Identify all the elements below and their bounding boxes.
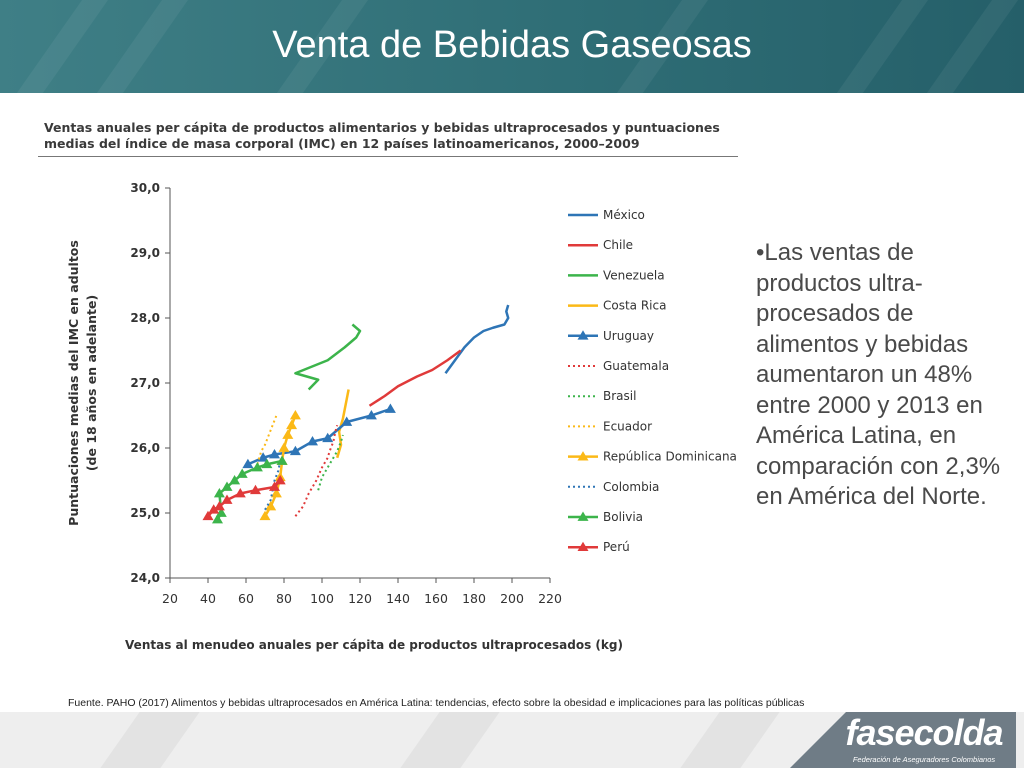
slide-header: Venta de Bebidas Gaseosas [0, 0, 1024, 93]
y-axis-label-line2: (de 18 años en adelante) [84, 295, 99, 471]
series-point-peru [274, 475, 286, 485]
y-tick-label: 29,0 [130, 246, 160, 260]
series-point-peru [213, 501, 225, 511]
series-point-peru [221, 494, 233, 504]
series-point-republica-dominicana [265, 501, 277, 511]
x-axis-label: Ventas al menudeo anuales per cápita de … [125, 638, 623, 652]
series-point-republica-dominicana [289, 410, 301, 420]
series-point-bolivia [215, 507, 227, 517]
series-line-venezuela [294, 323, 362, 391]
series-point-bolivia [236, 468, 248, 478]
series-line-mexico [444, 304, 510, 374]
legend-label-peru: Perú [603, 540, 630, 554]
x-tick-label: 140 [386, 591, 410, 606]
series-point-uruguay [341, 416, 353, 426]
legend-label-colombia: Colombia [603, 480, 659, 494]
series-point-bolivia [276, 455, 288, 465]
legend-label-guatemala: Guatemala [603, 359, 669, 373]
series-point-peru [208, 504, 220, 514]
series-line-chile [368, 349, 462, 407]
source-citation: Fuente. PAHO (2017) Alimentos y bebidas … [68, 697, 805, 709]
y-axis-label: Puntuaciones medias del IMC en adultos [66, 240, 81, 526]
y-tick-label: 27,0 [130, 376, 160, 390]
series-point-bolivia [212, 514, 223, 524]
series-line-brasil [317, 434, 344, 491]
x-tick-label: 40 [200, 591, 216, 606]
series-point-uruguay [384, 403, 396, 413]
series-point-republica-dominicana [282, 429, 294, 439]
x-tick-label: 80 [276, 591, 292, 606]
series-point-republica-dominicana [278, 442, 290, 452]
chart-title-rule [38, 156, 738, 157]
y-tick-label: 26,0 [130, 441, 160, 455]
logo-panel [846, 712, 1016, 768]
chart-title: Ventas anuales per cápita de productos a… [44, 120, 720, 151]
legend-label-republica-dominicana: República Dominicana [603, 450, 737, 464]
series-point-republica-dominicana [259, 510, 271, 521]
legend-label-mexico: México [603, 208, 645, 222]
x-tick-label: 100 [310, 591, 334, 606]
series-point-peru [250, 484, 261, 495]
legend-label-bolivia: Bolivia [603, 510, 643, 524]
legend-marker-republica-dominicana [577, 451, 589, 461]
series-point-republica-dominicana [286, 419, 298, 430]
legend-label-uruguay: Uruguay [603, 329, 654, 343]
series-point-bolivia [213, 488, 225, 498]
legend-marker-peru [577, 541, 589, 552]
series-point-bolivia [261, 458, 273, 469]
series-point-uruguay [269, 449, 280, 459]
series-point-peru [202, 510, 214, 521]
series-point-uruguay [289, 445, 301, 456]
logo-notch [790, 712, 846, 768]
x-tick-label: 220 [538, 591, 562, 606]
x-tick-label: 20 [162, 591, 178, 606]
y-tick-label: 28,0 [130, 311, 160, 325]
series-line-guatemala [294, 424, 339, 517]
legend-label-chile: Chile [603, 238, 633, 252]
x-tick-label: 60 [238, 591, 254, 606]
bullet-text: •Las ventas de productos ultra-procesado… [756, 239, 1001, 510]
series-point-uruguay [257, 452, 269, 462]
series-line-ecuador [256, 415, 278, 465]
x-tick-label: 120 [348, 591, 372, 606]
logo-subtitle: Federación de Aseguradores Colombianos [852, 755, 996, 764]
y-tick-label: 30,0 [130, 181, 160, 195]
legend-label-venezuela: Venezuela [603, 268, 665, 282]
series-line-costa-rica [336, 389, 350, 459]
series-point-republica-dominicana [270, 488, 282, 498]
fasecolda-logo: fasecolda [845, 712, 1003, 753]
series-point-uruguay [242, 458, 254, 469]
legend-label-ecuador: Ecuador [603, 419, 652, 433]
y-tick-label: 25,0 [130, 506, 160, 520]
x-tick-label: 200 [500, 591, 524, 606]
legend-marker-bolivia [577, 511, 589, 521]
bmi-sales-chart: 24,0 25,0 26,0 27,0 28,0 29,0 30,0 20 40 60 80 100 1… [66, 181, 737, 652]
series-point-peru [269, 481, 280, 491]
x-tick-label: 180 [462, 591, 486, 606]
legend-label-brasil: Brasil [603, 389, 636, 403]
legend-label-costa-rica: Costa Rica [603, 299, 666, 313]
y-tick-label: 24,0 [130, 571, 160, 585]
legend-marker-uruguay [577, 330, 589, 340]
series-point-uruguay [307, 436, 318, 446]
series-point-uruguay [322, 432, 334, 443]
x-tick-label: 160 [424, 591, 448, 606]
series-point-bolivia [251, 462, 263, 472]
slide-title: Venta de Bebidas Gaseosas [272, 24, 752, 66]
series-point-uruguay [365, 410, 377, 420]
series-point-peru [234, 488, 246, 498]
series-point-bolivia [221, 481, 233, 491]
series-point-bolivia [229, 475, 241, 485]
